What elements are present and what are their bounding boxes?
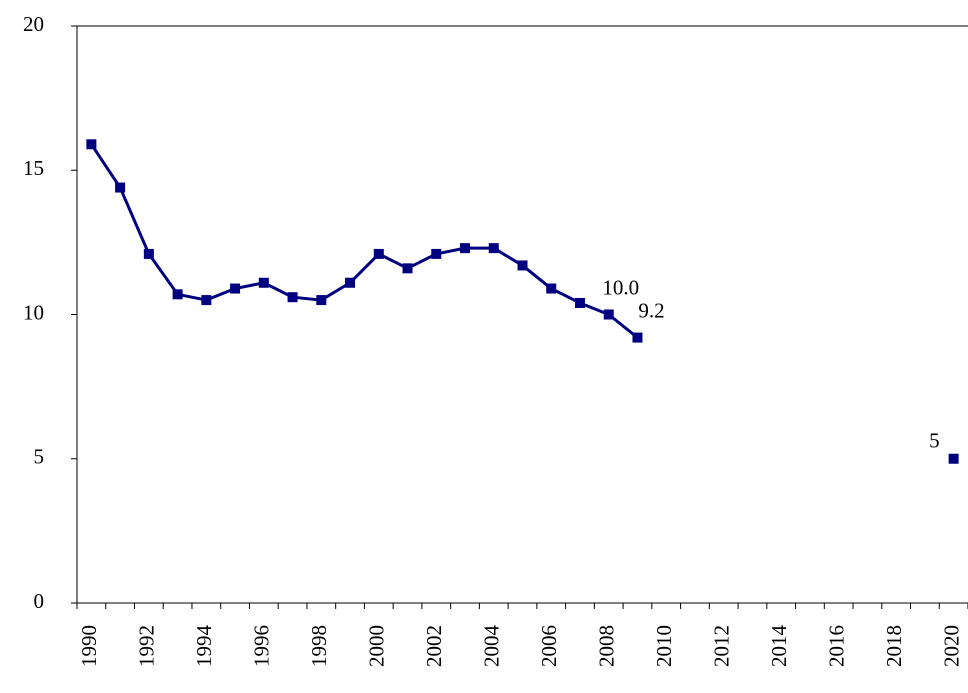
x-tick-label: 2006 [537,625,561,667]
line [91,144,953,458]
y-tick-label: 20 [23,12,44,36]
data-label: 9.2 [638,298,664,322]
x-tick-label: 1994 [192,625,216,668]
x-tick-label: 1992 [135,625,159,667]
marker [316,295,327,306]
marker [287,292,298,303]
data-label: 10.0 [602,275,639,299]
marker [402,263,413,274]
marker [948,453,959,464]
marker [345,277,356,288]
x-tick-label: 2012 [710,625,734,667]
x-tick-label: 2004 [480,625,504,668]
x-tick-label: 2016 [824,625,848,667]
marker [431,248,442,259]
marker [172,289,183,300]
marker [373,248,384,259]
y-tick-label: 5 [34,445,45,469]
x-tick-label: 2018 [882,625,906,667]
data-label: 5 [929,429,940,453]
x-tick-label: 2002 [422,625,446,667]
marker [574,297,585,308]
marker [201,295,212,306]
x-tick-label: 1996 [250,625,274,667]
marker [143,248,154,259]
marker [115,182,126,193]
x-tick-label: 1998 [307,625,331,667]
marker [517,260,528,271]
y-tick-label: 0 [34,589,45,613]
y-tick-label: 15 [23,156,44,180]
marker [86,139,97,150]
marker [230,283,241,294]
x-tick-label: 2010 [652,625,676,667]
marker [258,277,269,288]
x-tick-label: 1990 [77,625,101,667]
marker [546,283,557,294]
marker [460,243,471,254]
marker [603,309,614,320]
x-tick-label: 2000 [365,625,389,667]
marker [488,243,499,254]
x-tick-label: 2020 [939,625,963,667]
marker [632,332,643,343]
x-tick-label: 2014 [767,625,791,668]
y-tick-label: 10 [23,300,44,324]
x-tick-label: 2008 [595,625,619,667]
